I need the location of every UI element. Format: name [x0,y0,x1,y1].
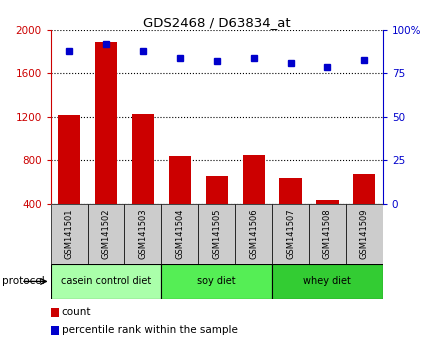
Text: count: count [62,307,91,318]
Text: soy diet: soy diet [198,276,236,286]
Bar [125,204,161,264]
Text: GSM141503: GSM141503 [138,208,147,259]
Bar [272,264,383,299]
Bar [161,264,272,299]
Text: casein control diet: casein control diet [61,276,151,286]
Bar [58,115,80,247]
Title: GDS2468 / D63834_at: GDS2468 / D63834_at [143,16,290,29]
Text: GSM141509: GSM141509 [360,209,369,259]
Text: GSM141502: GSM141502 [102,209,110,259]
Text: percentile rank within the sample: percentile rank within the sample [62,325,238,335]
Bar [198,204,235,264]
Text: GSM141505: GSM141505 [212,209,221,259]
Bar [51,264,161,299]
Bar [353,174,375,247]
Bar [132,114,154,247]
Text: protocol: protocol [2,276,45,286]
Text: GSM141501: GSM141501 [65,209,73,259]
Bar [161,204,198,264]
Bar [346,204,383,264]
Bar [169,156,191,247]
Bar [95,42,117,247]
Bar [205,176,228,247]
Bar [316,200,338,247]
Bar [51,204,88,264]
Bar [309,204,346,264]
Text: whey diet: whey diet [304,276,352,286]
Bar [279,178,301,247]
Text: GSM141504: GSM141504 [175,209,184,259]
Text: GSM141507: GSM141507 [286,208,295,259]
Bar [88,204,125,264]
Text: GSM141508: GSM141508 [323,208,332,259]
Bar [242,155,265,247]
Bar [272,204,309,264]
Bar [235,204,272,264]
Text: GSM141506: GSM141506 [249,208,258,259]
